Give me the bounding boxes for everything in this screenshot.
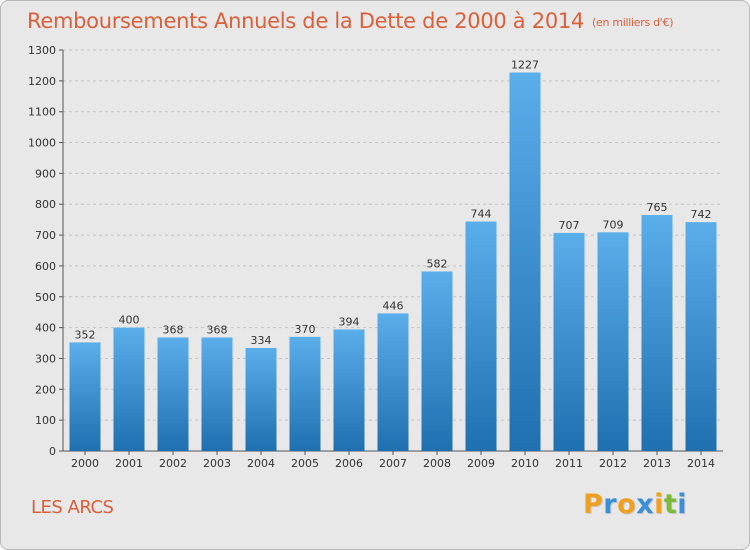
bar-2001 xyxy=(113,327,145,451)
chart-title: Remboursements Annuels de la Dette de 20… xyxy=(27,9,673,33)
y-tick-label: 1100 xyxy=(28,106,56,119)
x-tick-label: 2006 xyxy=(335,457,363,470)
logo-letter: o xyxy=(617,489,637,520)
x-tick-label: 2004 xyxy=(247,457,275,470)
x-tick-label: 2003 xyxy=(203,457,231,470)
data-label: 368 xyxy=(163,323,184,336)
data-label: 334 xyxy=(251,334,272,347)
data-label: 394 xyxy=(339,315,360,328)
y-tick-label: 700 xyxy=(35,229,56,242)
data-label: 352 xyxy=(75,328,96,341)
y-tick-label: 300 xyxy=(35,352,56,365)
bar-2014 xyxy=(685,222,717,451)
data-label: 368 xyxy=(207,323,228,336)
y-tick-label: 1200 xyxy=(28,75,56,88)
data-label: 765 xyxy=(647,201,668,214)
bars xyxy=(69,72,717,451)
data-labels: 352 400 368 368 334 370 394 446 582 744 1227 707 709… xyxy=(75,59,712,347)
data-label: 744 xyxy=(471,208,492,221)
bar-2002 xyxy=(157,337,189,451)
bar-2000 xyxy=(69,342,101,451)
y-tick-label: 900 xyxy=(35,167,56,180)
y-tick-label: 500 xyxy=(35,291,56,304)
y-axis: 0 100 200 300 400 500 600 700 800 900 1000 1100 1200… xyxy=(28,44,64,458)
chart-subtitle: (en milliers d'€) xyxy=(592,16,674,29)
y-tick-label: 200 xyxy=(35,383,56,396)
y-tick-label: 100 xyxy=(35,414,56,427)
y-tick-label: 1300 xyxy=(28,44,56,57)
x-axis: 2000 2001 2002 2003 2004 2005 2006 2007 2008 2009… xyxy=(63,450,723,470)
logo-letter: P xyxy=(583,489,604,520)
data-label: 742 xyxy=(691,208,712,221)
data-label: 709 xyxy=(603,218,624,231)
chart-title-text: Remboursements Annuels de la Dette de 20… xyxy=(27,9,584,33)
bar-2010 xyxy=(509,72,541,451)
y-tick-label: 600 xyxy=(35,260,56,273)
bar-2012 xyxy=(597,232,629,451)
y-tick-label: 400 xyxy=(35,322,56,335)
bar-2009 xyxy=(465,221,497,451)
x-tick-label: 2014 xyxy=(687,457,715,470)
x-tick-label: 2001 xyxy=(115,457,143,470)
y-tick-label: 800 xyxy=(35,198,56,211)
commune-name: LES ARCS xyxy=(31,497,114,518)
bar-2006 xyxy=(333,329,365,451)
x-tick-label: 2011 xyxy=(555,457,583,470)
proxiti-logo[interactable]: Proxiti xyxy=(583,489,687,520)
x-tick-label: 2007 xyxy=(379,457,407,470)
bar-2008 xyxy=(421,271,453,451)
logo-letter: t xyxy=(663,489,678,520)
x-tick-label: 2010 xyxy=(511,457,539,470)
y-tick-label: 0 xyxy=(49,445,56,458)
data-label: 400 xyxy=(119,314,140,327)
data-label: 1227 xyxy=(511,59,539,72)
bar-2013 xyxy=(641,215,673,451)
bar-2007 xyxy=(377,313,409,451)
data-label: 370 xyxy=(295,323,316,336)
bar-2005 xyxy=(289,336,321,451)
x-tick-label: 2000 xyxy=(71,457,99,470)
x-tick-label: 2005 xyxy=(291,457,319,470)
x-tick-label: 2013 xyxy=(643,457,671,470)
logo-letter: i xyxy=(677,489,688,520)
data-label: 446 xyxy=(383,299,404,312)
y-tick-label: 1000 xyxy=(28,137,56,150)
x-tick-label: 2002 xyxy=(159,457,187,470)
x-tick-label: 2012 xyxy=(599,457,627,470)
x-tick-label: 2008 xyxy=(423,457,451,470)
logo-letter: x xyxy=(636,489,655,520)
bar-2003 xyxy=(201,337,233,451)
data-label: 707 xyxy=(559,219,580,232)
bar-2004 xyxy=(245,347,277,451)
bar-2011 xyxy=(553,232,585,451)
x-tick-label: 2009 xyxy=(467,457,495,470)
logo-letter: i xyxy=(654,489,664,520)
logo-letter: r xyxy=(603,489,618,520)
data-label: 582 xyxy=(427,257,448,270)
